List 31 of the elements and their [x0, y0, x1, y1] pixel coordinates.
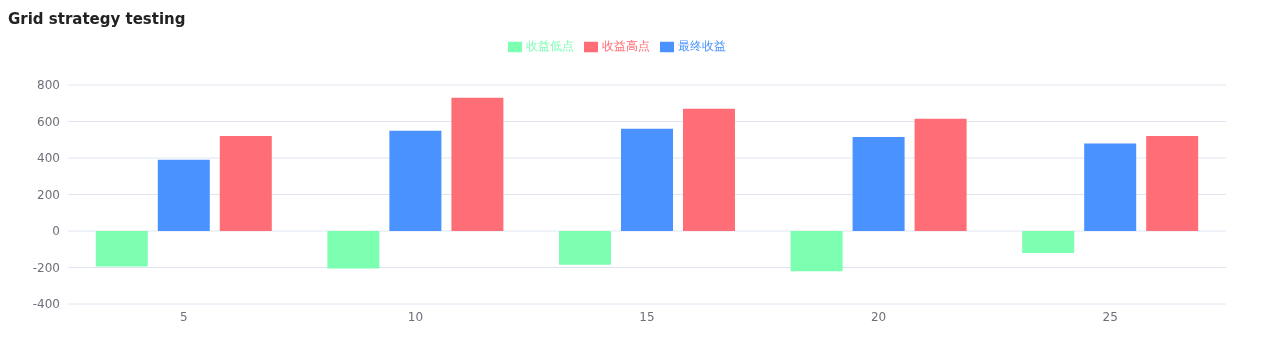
legend-label: 收益高点 — [602, 39, 650, 53]
bar — [620, 128, 673, 231]
bar — [790, 231, 843, 272]
y-tick-label: 400 — [37, 151, 60, 166]
y-tick-label: 600 — [37, 114, 60, 129]
bar — [1146, 136, 1199, 231]
bar — [682, 108, 735, 231]
bar — [389, 130, 442, 231]
y-tick-label: -400 — [32, 297, 60, 312]
chart-title: Grid strategy testing — [8, 9, 187, 30]
bar — [157, 159, 210, 231]
bar — [852, 137, 905, 231]
y-tick-label: 200 — [37, 187, 60, 202]
bar — [914, 118, 967, 231]
bar — [219, 136, 272, 231]
x-tick-label: 15 — [639, 309, 655, 324]
x-tick-label: 10 — [407, 309, 424, 324]
bar — [95, 231, 148, 267]
y-tick-label: 0 — [52, 224, 60, 239]
bar — [1022, 231, 1075, 253]
y-tick-label: -200 — [32, 260, 60, 275]
y-tick-label: 800 — [37, 78, 60, 93]
x-tick-label: 20 — [870, 309, 887, 324]
legend-label: 收益低点 — [526, 39, 574, 53]
legend-label: 最终收益 — [678, 39, 726, 53]
x-tick-label: 25 — [1102, 309, 1118, 324]
bar — [558, 231, 611, 265]
bar — [451, 97, 504, 231]
bar — [327, 231, 380, 269]
bar — [1084, 143, 1137, 231]
x-tick-label: 5 — [179, 309, 188, 324]
